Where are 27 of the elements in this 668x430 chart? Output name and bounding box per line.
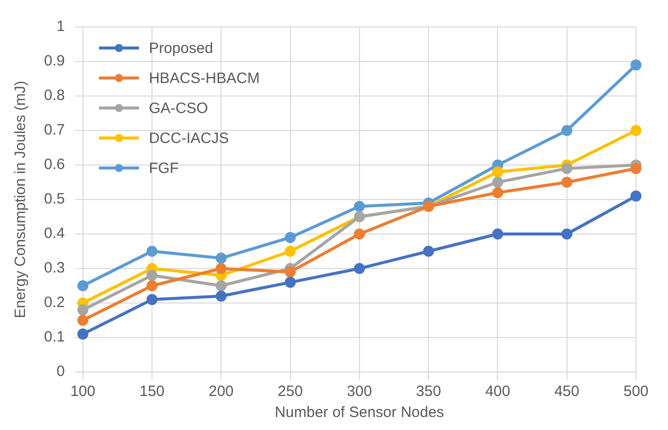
legend-label: HBACS-HBACM [148, 70, 260, 86]
y-tick-label: 0.7 [44, 122, 65, 139]
legend-label: FGF [148, 160, 179, 176]
y-tick-label: 0.3 [44, 260, 65, 277]
legend-label: GA-CSO [148, 100, 208, 116]
x-tick-label: 250 [278, 383, 303, 400]
y-tick-label: 0 [56, 363, 65, 380]
y-tick-label: 0.5 [44, 190, 65, 208]
x-tick-label: 500 [623, 383, 649, 400]
x-tick-label: 300 [346, 383, 372, 400]
x-tick-label: 150 [139, 383, 165, 400]
y-tick-label: 0.4 [44, 225, 65, 242]
legend-label: DCC-IACJS [148, 130, 229, 146]
x-tick-label: 100 [70, 383, 96, 400]
y-axis-title: Energy Consumption in Joules (mJ) [12, 80, 30, 318]
y-tick-label: 0.1 [44, 328, 65, 346]
x-axis-title: Number of Sensor Nodes [274, 404, 444, 422]
x-tick-label: 400 [485, 383, 510, 400]
x-tick-label: 450 [554, 383, 580, 400]
y-tick-label: 0.2 [44, 294, 65, 312]
y-tick-label: 1 [56, 18, 65, 36]
x-tick-label: 200 [208, 383, 234, 400]
y-tick-label: 0.6 [44, 156, 65, 174]
x-tick-label: 350 [416, 383, 442, 400]
legend-label: Proposed [148, 40, 214, 56]
y-tick-label: 0.8 [44, 87, 65, 104]
y-tick-label: 0.9 [44, 52, 65, 70]
